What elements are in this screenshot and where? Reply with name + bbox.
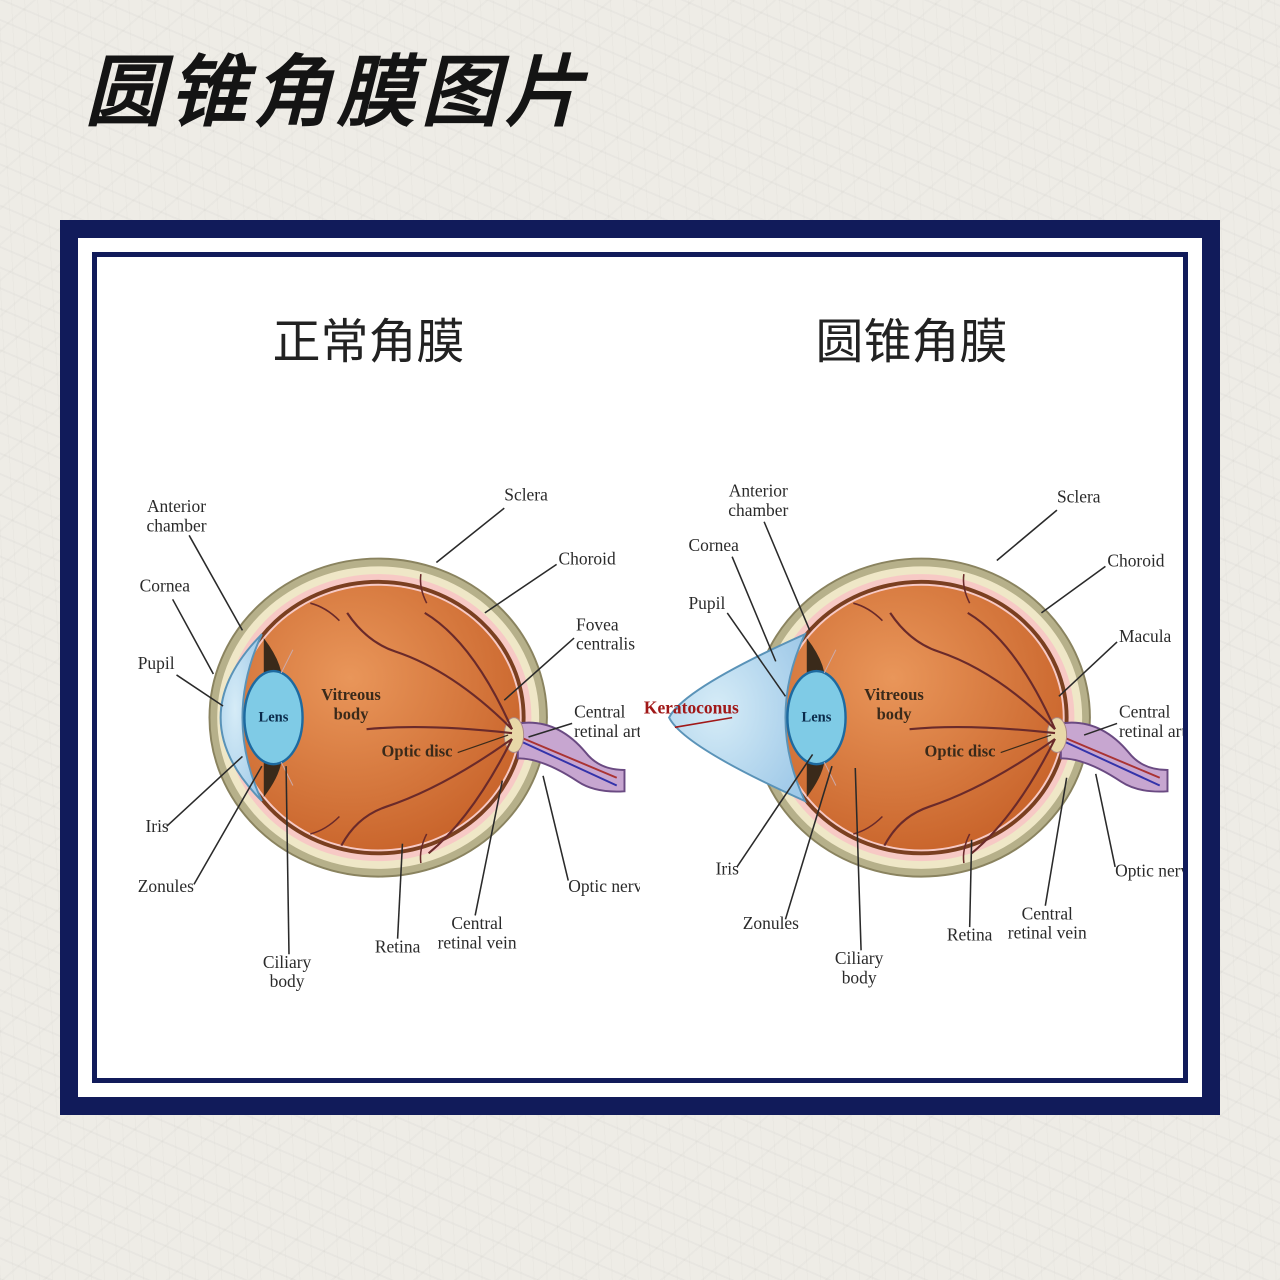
svg-text:Zonules: Zonules [743,913,799,933]
svg-text:retinal vein: retinal vein [438,932,517,952]
eye-diagram-normal: VitreousbodyLensOptic discAnteriorchambe… [97,387,640,1087]
svg-text:Cornea: Cornea [688,535,739,555]
subtitle-keratoconus: 圆锥角膜 [640,302,1183,372]
page-title: 圆锥角膜图片 [85,30,589,142]
subtitle-normal: 正常角膜 [97,302,640,372]
svg-text:retinal vein: retinal vein [1008,923,1087,943]
svg-text:centralis: centralis [576,634,635,654]
svg-text:Central: Central [451,913,502,933]
svg-text:Central: Central [1119,702,1170,722]
svg-text:Vitreous: Vitreous [864,685,923,704]
svg-text:body: body [270,971,305,991]
svg-text:Pupil: Pupil [688,593,725,613]
svg-text:Sclera: Sclera [1057,486,1101,506]
svg-text:retinal artery: retinal artery [1119,721,1183,741]
svg-text:Cornea: Cornea [140,576,191,596]
panel-keratoconus: 圆锥角膜 VitreousbodyLensOptic discAnteriorc… [640,257,1183,1078]
svg-text:Keratoconus: Keratoconus [644,698,739,718]
svg-text:Zonules: Zonules [138,876,194,896]
svg-text:Optic disc: Optic disc [925,741,996,760]
svg-text:Ciliary: Ciliary [835,948,884,968]
svg-text:Anterior: Anterior [147,496,206,516]
svg-text:Lens: Lens [802,709,832,725]
svg-text:Choroid: Choroid [1107,550,1164,570]
svg-text:body: body [877,705,913,724]
svg-text:Anterior: Anterior [729,481,788,501]
svg-text:Optic disc: Optic disc [382,741,453,760]
svg-text:chamber: chamber [146,515,206,535]
svg-text:Macula: Macula [1119,626,1172,646]
frame-outer: 正常角膜 VitreousbodyLensOptic discAnteriorc… [60,220,1220,1115]
svg-text:Fovea: Fovea [576,614,619,634]
svg-text:Retina: Retina [947,925,993,945]
svg-text:body: body [334,705,370,724]
svg-text:Choroid: Choroid [559,548,616,568]
svg-text:body: body [842,967,877,987]
svg-text:Central: Central [1022,903,1073,923]
svg-text:Ciliary: Ciliary [263,952,312,972]
panel-normal: 正常角膜 VitreousbodyLensOptic discAnteriorc… [97,257,640,1078]
svg-text:Sclera: Sclera [504,484,548,504]
svg-text:Lens: Lens [259,709,289,725]
svg-text:Optic nerve: Optic nerve [568,876,640,896]
svg-text:Retina: Retina [375,936,421,956]
svg-text:Central: Central [574,702,625,722]
page: 圆锥角膜图片 正常角膜 VitreousbodyLensOptic discAn… [0,0,1280,1280]
svg-text:Optic nerve: Optic nerve [1115,861,1183,881]
eye-diagram-keratoconus: VitreousbodyLensOptic discAnteriorchambe… [640,387,1183,1087]
svg-text:Iris: Iris [145,816,168,836]
svg-text:retinal artery: retinal artery [574,721,640,741]
svg-text:Pupil: Pupil [138,653,175,673]
svg-text:Iris: Iris [716,859,739,879]
svg-text:chamber: chamber [728,500,788,520]
frame-inner: 正常角膜 VitreousbodyLensOptic discAnteriorc… [92,252,1188,1083]
svg-text:Vitreous: Vitreous [321,685,380,704]
